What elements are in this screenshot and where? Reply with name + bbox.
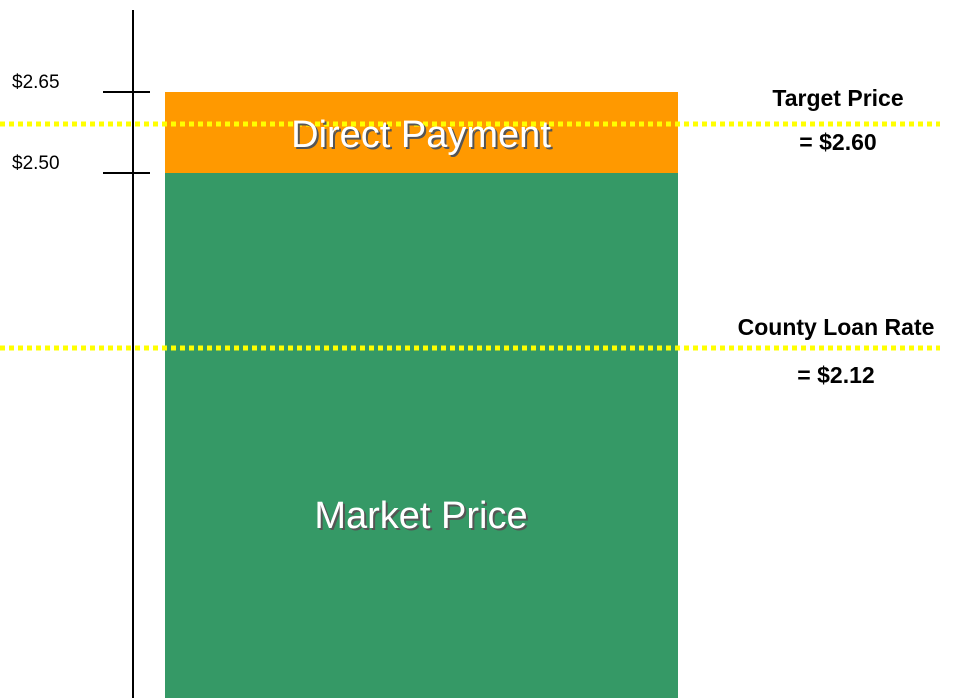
tick-label: $2.50 (12, 153, 60, 174)
block-label-shadow: Market Price (316, 497, 529, 539)
market-price-block (165, 173, 678, 698)
reference-label: County Loan Rate (738, 314, 935, 340)
reference-label: Target Price (772, 85, 903, 111)
block-label-shadow: Direct Payment (293, 116, 553, 158)
reference-value: = $2.12 (797, 362, 874, 388)
block-label: Direct Payment (291, 114, 551, 156)
reference-value: = $2.60 (799, 129, 876, 155)
direct-payment-block (165, 92, 678, 173)
tick-label: $2.65 (12, 72, 60, 93)
block-label: Market Price (314, 495, 527, 537)
